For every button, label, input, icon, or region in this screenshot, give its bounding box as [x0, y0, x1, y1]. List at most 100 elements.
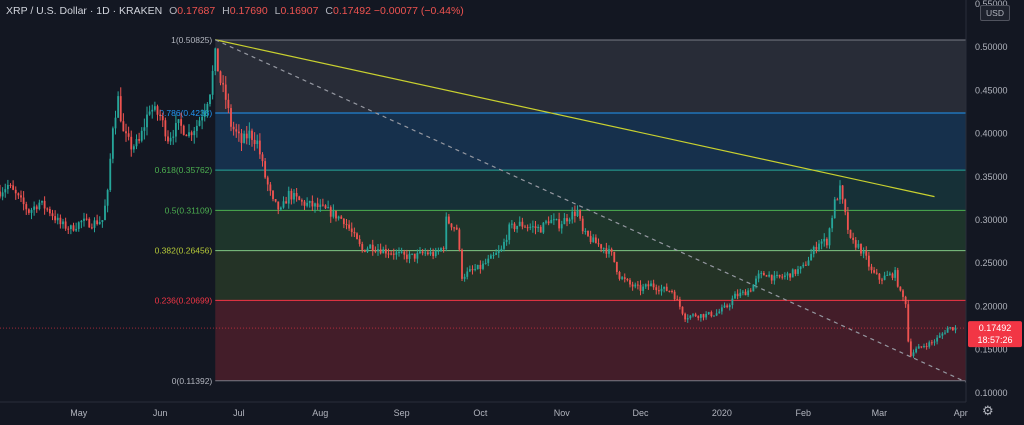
candle-body — [526, 227, 529, 229]
candle-body — [277, 201, 280, 210]
candle-body — [550, 219, 553, 224]
candle-body — [382, 249, 385, 254]
candle-body — [67, 228, 70, 230]
high-value: 0.17690 — [229, 5, 268, 17]
candle-body — [43, 200, 46, 209]
candle-body — [69, 225, 72, 230]
candle-body — [98, 221, 101, 225]
solid-trendline — [215, 39, 935, 198]
candle-body — [182, 125, 185, 135]
candle-body — [51, 213, 54, 217]
candle-body — [642, 286, 645, 291]
candle-body — [75, 228, 78, 231]
candle-body — [660, 288, 663, 292]
candle-body — [566, 218, 568, 222]
time-tick-label: Apr — [954, 408, 968, 418]
candle-body — [571, 211, 574, 220]
candle-body — [403, 251, 406, 255]
candle-body — [72, 225, 75, 231]
last-price-box — [968, 321, 1022, 348]
candle-body — [668, 290, 671, 292]
candle-body — [342, 218, 345, 225]
candle-body — [125, 131, 127, 134]
candle-body — [870, 266, 873, 271]
time-tick-label: Jul — [233, 408, 245, 418]
candle-body — [161, 115, 164, 121]
close-value: 0.17492 — [332, 5, 371, 17]
price-tick-label: 0.50000 — [975, 42, 1008, 52]
candle-body — [59, 217, 62, 225]
candle-body — [214, 48, 217, 71]
candle-body — [153, 106, 156, 110]
candle-body — [251, 130, 253, 140]
candle-body — [56, 217, 59, 221]
candle-body — [857, 243, 860, 248]
candle-body — [684, 313, 687, 320]
fibonacci-retracement[interactable]: 1(0.50825) 0.786(0.4238) 0.618(0.35762) 0.5… — [155, 35, 966, 386]
candle-body — [219, 71, 222, 83]
candle-body — [245, 133, 248, 139]
candle-body — [781, 276, 784, 278]
candle-body — [839, 185, 841, 200]
candle-body — [844, 199, 847, 213]
candle-body — [6, 184, 9, 190]
candle-body — [135, 139, 138, 147]
candle-body — [815, 246, 818, 250]
candle-body — [710, 312, 713, 317]
candle-body — [374, 250, 377, 252]
candle-body — [340, 216, 343, 219]
candle-body — [12, 185, 15, 190]
candle-body — [539, 226, 542, 233]
candle-body — [647, 284, 650, 287]
trendlines[interactable] — [215, 39, 967, 383]
candle-body — [655, 287, 658, 291]
price-tick-label: 0.45000 — [975, 85, 1008, 95]
symbol-title[interactable]: XRP / U.S. Dollar · 1D · KRAKEN — [6, 5, 163, 17]
candle-body — [841, 185, 844, 200]
candle-body — [172, 136, 175, 138]
candle-body — [111, 128, 114, 159]
currency-badge[interactable]: USD — [980, 5, 1010, 21]
price-tick-label: 0.15000 — [975, 345, 1008, 355]
candle-body — [697, 316, 700, 318]
candle-body — [631, 284, 634, 287]
fib-band-0.786 — [215, 112, 966, 171]
candle-body — [285, 201, 288, 204]
candle-body — [395, 252, 398, 255]
candle-body — [224, 84, 227, 100]
candle-body — [290, 190, 293, 200]
candle-body — [886, 274, 889, 276]
candle-body — [453, 227, 456, 229]
candle-body — [720, 307, 723, 312]
candle-body — [846, 212, 849, 230]
candle-body — [468, 269, 471, 272]
candle-body — [718, 311, 721, 314]
candle-body — [209, 94, 211, 104]
candle-body — [164, 120, 167, 137]
candle-body — [584, 230, 587, 232]
candle-body — [405, 254, 408, 259]
candle-body — [495, 253, 498, 255]
candle-body — [524, 226, 526, 228]
candle-body — [159, 114, 162, 116]
candle-body — [933, 341, 936, 343]
candle-body — [902, 290, 904, 297]
candle-body — [707, 312, 710, 314]
candle-body — [230, 108, 232, 127]
candle-body — [287, 190, 290, 204]
candle-body — [132, 146, 135, 150]
candle-body — [923, 345, 925, 347]
candle-body — [833, 199, 836, 219]
candle-body — [348, 224, 351, 229]
candle-body — [757, 273, 760, 279]
candle-body — [883, 275, 886, 280]
candle-body — [776, 274, 778, 276]
candle-body — [319, 204, 322, 207]
candle-body — [568, 219, 571, 222]
candle-body — [264, 161, 267, 178]
candle-body — [27, 209, 30, 213]
gear-icon[interactable]: ⚙ — [982, 403, 994, 418]
candle-body — [510, 223, 513, 225]
